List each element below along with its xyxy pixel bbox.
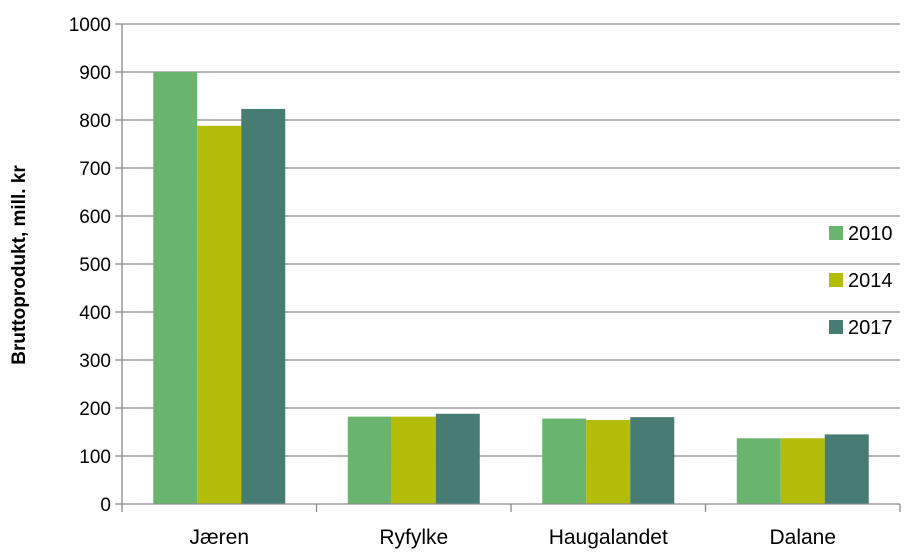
x-axis-ticks: Jæren Ryfylke Haugalandet Dalane (121, 504, 901, 549)
legend-label: 2014 (848, 270, 893, 292)
legend-swatch (829, 226, 843, 240)
y-tick-label: 900 (79, 63, 111, 84)
y-axis-title: Bruttoprodukt, mill. kr (9, 165, 30, 365)
x-tick-label: Dalane (769, 526, 836, 549)
y-tick-label: 800 (79, 111, 111, 132)
y-tick-label: 200 (79, 399, 111, 420)
y-tick-label: 600 (79, 207, 111, 228)
y-tick-label: 700 (79, 159, 111, 180)
x-tick-label: Ryfylke (379, 526, 448, 549)
bar (542, 418, 587, 504)
legend: 2010 2014 2017 (829, 223, 893, 339)
bar (347, 416, 392, 504)
legend-label: 2010 (848, 223, 893, 245)
bar (241, 108, 286, 505)
x-tick-label: Haugalandet (549, 526, 668, 549)
bar (435, 413, 480, 504)
legend-swatch (829, 320, 843, 334)
legend-label: 2017 (848, 317, 893, 339)
y-tick-label: 300 (79, 351, 111, 372)
y-tick-label: 400 (79, 303, 111, 324)
y-tick-label: 500 (79, 255, 111, 276)
y-axis-ticks: 0 100 200 300 400 500 600 700 800 900 1000 (69, 15, 122, 516)
legend-swatch (829, 273, 843, 287)
bar (153, 72, 198, 504)
bar (780, 438, 825, 504)
bar (586, 420, 631, 504)
bar (391, 416, 436, 504)
bar (630, 417, 675, 504)
x-tick-label: Jæren (189, 526, 249, 549)
bar (824, 434, 869, 504)
y-tick-label: 0 (100, 495, 111, 516)
bars (153, 72, 869, 505)
bar (197, 125, 242, 504)
bar (736, 438, 781, 504)
y-tick-label: 100 (79, 447, 111, 468)
y-tick-label: 1000 (69, 15, 111, 36)
